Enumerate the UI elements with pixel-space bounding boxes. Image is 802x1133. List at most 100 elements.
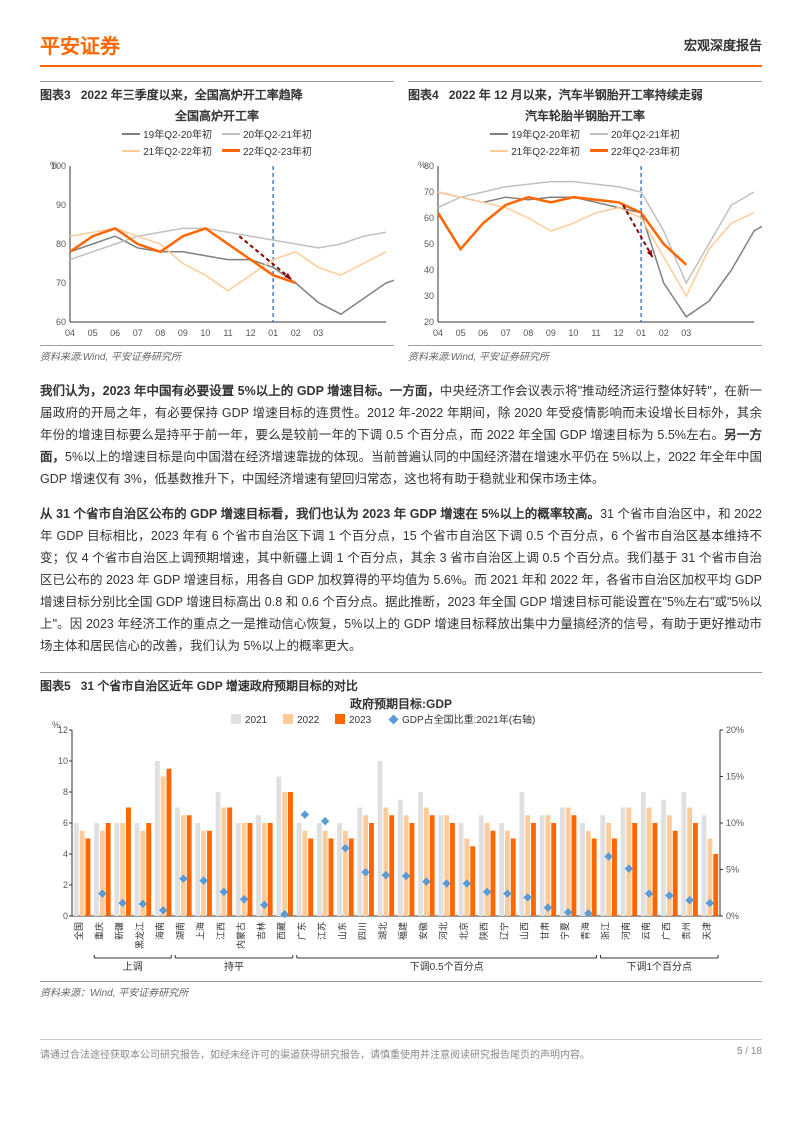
svg-text:湖南: 湖南 [174, 922, 185, 940]
svg-text:2022: 2022 [297, 715, 320, 726]
chart4-title: 图表4 2022 年 12 月以来，汽车半钢胎开工率持续走弱 [408, 82, 762, 105]
paragraph-2: 从 31 个省市自治区公布的 GDP 增速目标看，我们也认为 2023 年 GD… [40, 504, 762, 657]
chart3-svg: 60708090100%040506070809101112010203 [40, 160, 394, 340]
svg-text:政府预期目标:GDP: 政府预期目标:GDP [350, 696, 452, 711]
page-header: 平安证券 宏观深度报告 [40, 30, 762, 67]
svg-text:甘肃: 甘肃 [539, 922, 550, 940]
svg-text:10%: 10% [726, 818, 744, 828]
chart3-legend: 19年Q2-20年初 20年Q2-21年初 [40, 126, 394, 141]
svg-text:河南: 河南 [620, 922, 631, 940]
svg-text:%: % [50, 160, 58, 170]
svg-text:2: 2 [63, 880, 68, 890]
svg-text:青海: 青海 [579, 922, 590, 940]
svg-text:15%: 15% [726, 771, 744, 781]
chart4-subtitle: 汽车轮胎半钢胎开工率 [408, 105, 762, 124]
svg-text:上海: 上海 [195, 922, 206, 940]
svg-text:陕西: 陕西 [478, 922, 489, 940]
chart3-title: 图表3 2022 年三季度以来，全国高炉开工率趋降 [40, 82, 394, 105]
svg-text:05: 05 [88, 328, 98, 338]
svg-text:03: 03 [681, 328, 691, 338]
chart5-svg: 政府预期目标:GDP 2021 2022 2023 GDP占全国比重:2021年(右轴)… [40, 696, 762, 976]
logo: 平安证券 [40, 30, 120, 59]
svg-text:07: 07 [501, 328, 511, 338]
chart4-legend-2: 21年Q2-22年初 22年Q2-23年初 [408, 143, 762, 158]
chart5-source: 资料来源：Wind, 平安证券研究所 [40, 981, 762, 999]
svg-text:60: 60 [56, 317, 66, 327]
svg-text:2021: 2021 [245, 715, 268, 726]
svg-text:黑龙江: 黑龙江 [134, 922, 145, 949]
svg-text:12: 12 [246, 328, 256, 338]
svg-text:70: 70 [424, 187, 434, 197]
svg-text:新疆: 新疆 [114, 922, 125, 940]
svg-text:贵州: 贵州 [681, 922, 692, 940]
svg-text:70: 70 [56, 278, 66, 288]
svg-text:西藏: 西藏 [276, 922, 287, 940]
svg-text:广东: 广东 [296, 922, 307, 940]
svg-text:40: 40 [424, 265, 434, 275]
svg-text:20: 20 [424, 317, 434, 327]
svg-text:下调0.5个百分点: 下调0.5个百分点 [410, 961, 484, 973]
svg-text:09: 09 [546, 328, 556, 338]
svg-text:10: 10 [568, 328, 578, 338]
svg-text:GDP占全国比重:2021年(右轴): GDP占全国比重:2021年(右轴) [402, 713, 535, 726]
svg-text:12: 12 [614, 328, 624, 338]
chart3-legend-2: 21年Q2-22年初 22年Q2-23年初 [40, 143, 394, 158]
svg-text:辽宁: 辽宁 [498, 922, 509, 940]
svg-text:04: 04 [433, 328, 443, 338]
footer-disclaimer: 请通过合法途径获取本公司研究报告，如经未经许可的渠道获得研究报告，请慎重使用并注… [40, 1046, 590, 1061]
svg-text:持平: 持平 [224, 960, 244, 973]
svg-text:08: 08 [155, 328, 165, 338]
svg-text:09: 09 [178, 328, 188, 338]
svg-text:0%: 0% [726, 911, 739, 921]
svg-text:全国: 全国 [73, 922, 84, 940]
svg-text:宁夏: 宁夏 [559, 922, 570, 940]
svg-text:02: 02 [291, 328, 301, 338]
svg-text:03: 03 [313, 328, 323, 338]
svg-text:06: 06 [110, 328, 120, 338]
svg-text:四川: 四川 [358, 922, 368, 940]
svg-text:50: 50 [424, 239, 434, 249]
svg-text:海南: 海南 [154, 922, 165, 940]
body-text: 我们认为，2023 年中国有必要设置 5%以上的 GDP 增速目标。一方面，中央… [40, 381, 762, 658]
svg-text:山西: 山西 [520, 922, 530, 940]
chart5-title: 图表5 31 个省市自治区近年 GDP 增速政府预期目标的对比 [40, 673, 762, 696]
svg-text:90: 90 [56, 200, 66, 210]
svg-text:08: 08 [523, 328, 533, 338]
svg-text:5%: 5% [726, 864, 739, 874]
svg-text:云南: 云南 [640, 922, 651, 940]
svg-text:吉林: 吉林 [255, 922, 266, 940]
svg-text:江西: 江西 [216, 922, 226, 940]
svg-text:%: % [52, 720, 60, 730]
page-number: 5 / 18 [737, 1046, 762, 1061]
chart4-source: 资料来源:Wind, 平安证券研究所 [408, 345, 762, 363]
svg-text:02: 02 [659, 328, 669, 338]
svg-text:11: 11 [223, 328, 232, 338]
chart4-svg: 20304050607080%040506070809101112010203 [408, 160, 762, 340]
page-footer: 请通过合法途径获取本公司研究报告，如经未经许可的渠道获得研究报告，请慎重使用并注… [40, 1039, 762, 1061]
svg-text:天津: 天津 [702, 922, 712, 940]
svg-text:2023: 2023 [349, 715, 372, 726]
svg-text:湖北: 湖北 [378, 922, 388, 940]
svg-text:07: 07 [133, 328, 143, 338]
svg-text:%: % [418, 160, 426, 170]
svg-text:广西: 广西 [660, 922, 671, 940]
svg-text:安徽: 安徽 [417, 922, 428, 940]
chart3-box: 图表3 2022 年三季度以来，全国高炉开工率趋降 全国高炉开工率 19年Q2-… [40, 81, 394, 363]
svg-text:11: 11 [591, 328, 600, 338]
svg-text:8: 8 [63, 787, 68, 797]
svg-text:4: 4 [63, 849, 68, 859]
svg-text:内蒙古: 内蒙古 [235, 922, 246, 949]
svg-text:10: 10 [58, 756, 68, 766]
paragraph-1: 我们认为，2023 年中国有必要设置 5%以上的 GDP 增速目标。一方面，中央… [40, 381, 762, 490]
svg-text:江苏: 江苏 [316, 922, 327, 940]
svg-text:60: 60 [424, 213, 434, 223]
charts-row-top: 图表3 2022 年三季度以来，全国高炉开工率趋降 全国高炉开工率 19年Q2-… [40, 81, 762, 363]
svg-text:20%: 20% [726, 725, 744, 735]
svg-text:30: 30 [424, 291, 434, 301]
svg-text:01: 01 [268, 328, 278, 338]
chart3-source: 资料来源:Wind, 平安证券研究所 [40, 345, 394, 363]
svg-text:6: 6 [63, 818, 68, 828]
svg-text:上调: 上调 [123, 961, 143, 973]
chart3-subtitle: 全国高炉开工率 [40, 105, 394, 124]
svg-text:05: 05 [456, 328, 466, 338]
